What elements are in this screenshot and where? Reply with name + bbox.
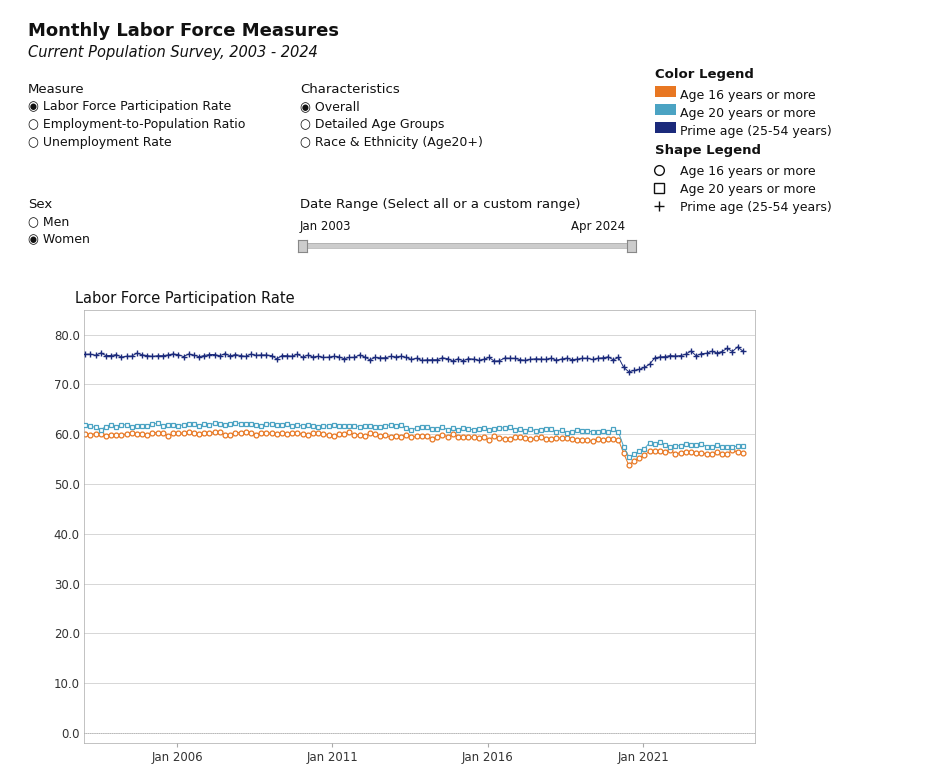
Text: Age 16 years or more: Age 16 years or more <box>680 89 816 102</box>
Text: Labor Force Participation Rate: Labor Force Participation Rate <box>75 291 295 306</box>
Text: ○ Race & Ethnicity (Age20+): ○ Race & Ethnicity (Age20+) <box>300 136 483 149</box>
Text: Date Range (Select all or a custom range): Date Range (Select all or a custom range… <box>300 198 581 211</box>
Text: ○ Detailed Age Groups: ○ Detailed Age Groups <box>300 118 445 131</box>
Text: ○ Employment-to-Population Ratio: ○ Employment-to-Population Ratio <box>28 118 245 131</box>
Text: Measure: Measure <box>28 83 85 96</box>
Text: Shape Legend: Shape Legend <box>655 144 761 157</box>
Text: ◉ Women: ◉ Women <box>28 232 89 245</box>
Text: Age 16 years or more: Age 16 years or more <box>680 165 816 178</box>
Text: Age 20 years or more: Age 20 years or more <box>680 107 816 120</box>
Text: Sex: Sex <box>28 198 52 211</box>
Text: Current Population Survey, 2003 - 2024: Current Population Survey, 2003 - 2024 <box>28 45 318 60</box>
Text: ○ Unemployment Rate: ○ Unemployment Rate <box>28 136 171 149</box>
Text: Prime age (25-54 years): Prime age (25-54 years) <box>680 201 831 214</box>
Text: Characteristics: Characteristics <box>300 83 400 96</box>
Text: Jan 2003: Jan 2003 <box>300 220 351 233</box>
Text: ◉ Labor Force Participation Rate: ◉ Labor Force Participation Rate <box>28 100 231 113</box>
Text: Monthly Labor Force Measures: Monthly Labor Force Measures <box>28 22 339 40</box>
Text: Prime age (25-54 years): Prime age (25-54 years) <box>680 125 831 138</box>
Text: Color Legend: Color Legend <box>655 68 754 81</box>
Text: ◉ Overall: ◉ Overall <box>300 100 360 113</box>
Text: Age 20 years or more: Age 20 years or more <box>680 183 816 196</box>
Text: ○ Men: ○ Men <box>28 215 69 228</box>
Text: Apr 2024: Apr 2024 <box>571 220 625 233</box>
